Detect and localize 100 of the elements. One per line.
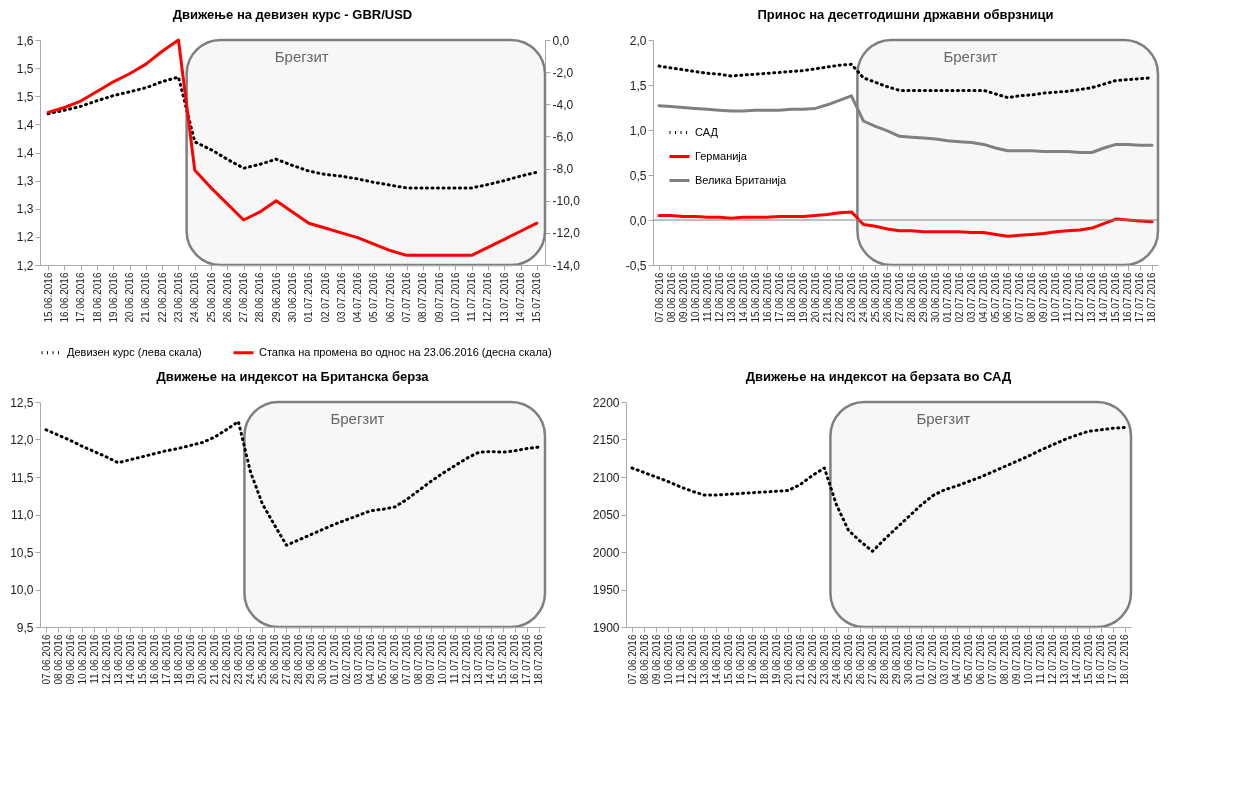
chart-title: Движење на девизен курс - GBR/USD: [172, 7, 413, 22]
x-tick-label: 09.07.2016: [1038, 272, 1050, 323]
x-tick-label: 01.07.2016: [303, 272, 315, 323]
x-tick-label: 16.07.2016: [509, 634, 521, 685]
x-tick-label: 30.06.2016: [930, 272, 942, 323]
x-tick-label: 01.07.2016: [942, 272, 954, 323]
x-tick-label: 24.06.2016: [830, 634, 842, 685]
x-tick-label: 17.06.2016: [746, 634, 758, 685]
y-tick-label: 1,6: [16, 33, 34, 48]
x-tick-label: 26.06.2016: [881, 272, 893, 323]
x-tick-label: 18.07.2016: [533, 634, 545, 685]
y-tick-label: 1,4: [16, 146, 34, 160]
x-tick-label: 20.06.2016: [124, 272, 136, 323]
y-tick-label: 1,4: [16, 117, 34, 132]
x-tick-label: 10.06.2016: [689, 272, 701, 323]
y-tick-label: 1,3: [16, 174, 34, 189]
x-tick-label: 21.06.2016: [140, 272, 152, 323]
x-tick-label: 24.06.2016: [857, 272, 869, 323]
x-tick-label: 10.07.2016: [1050, 272, 1062, 323]
x-tick-label: 05.07.2016: [368, 272, 380, 323]
x-tick-label: 04.07.2016: [365, 634, 377, 685]
x-tick-label: 09.06.2016: [677, 272, 689, 323]
x-tick-label: 16.06.2016: [734, 634, 746, 685]
x-tick-label: 26.06.2016: [854, 634, 866, 685]
y-tick-label: 2200: [592, 395, 620, 410]
x-tick-label: 13.07.2016: [1086, 272, 1098, 323]
x-tick-label: 29.06.2016: [891, 634, 903, 685]
x-tick-label: 07.06.2016: [40, 634, 52, 685]
x-tick-label: 23.06.2016: [818, 634, 830, 685]
x-tick-label: 03.07.2016: [939, 634, 951, 685]
x-tick-label: 20.06.2016: [782, 634, 794, 685]
legend-label: Стапка на промена во однос на 23.06.2016 (десна скала): [259, 345, 552, 358]
y-tick-label: 1,5: [629, 78, 647, 93]
y2-tick-label: -10,0: [552, 194, 581, 209]
x-tick-label: 18.06.2016: [172, 634, 184, 685]
x-tick-label: 13.07.2016: [473, 634, 485, 685]
x-tick-label: 18.06.2016: [785, 272, 797, 323]
x-tick-label: 28.06.2016: [906, 272, 918, 323]
x-tick-label: 30.06.2016: [903, 634, 915, 685]
x-tick-label: 15.06.2016: [136, 634, 148, 685]
y-tick-label: 12,5: [10, 395, 34, 410]
x-tick-label: 09.06.2016: [650, 634, 662, 685]
x-tick-label: 20.06.2016: [196, 634, 208, 685]
y-tick-label: 1950: [592, 583, 620, 597]
x-tick-label: 09.07.2016: [433, 272, 445, 323]
x-tick-label: 10.07.2016: [449, 272, 461, 323]
x-tick-label: 15.07.2016: [1083, 634, 1095, 685]
x-tick-label: 07.07.2016: [1014, 272, 1026, 323]
x-tick-label: 18.07.2016: [1119, 634, 1131, 685]
x-tick-label: 07.07.2016: [987, 634, 999, 685]
y-tick-label: 10,0: [10, 583, 34, 597]
line-series: [46, 75, 539, 190]
band-label: Брегзит: [943, 48, 998, 65]
y-tick-label: 1,5: [16, 89, 34, 104]
band-label: Брегзит: [274, 48, 329, 65]
y-tick-label: 2050: [592, 508, 620, 522]
x-tick-label: 14.06.2016: [737, 272, 749, 323]
x-tick-label: 07.06.2016: [626, 634, 638, 685]
x-tick-label: 12.06.2016: [686, 634, 698, 685]
x-tick-label: 13.06.2016: [112, 634, 124, 685]
y-tick-label: 0,5: [629, 168, 647, 183]
x-tick-label: 06.07.2016: [975, 634, 987, 685]
x-tick-label: 22.06.2016: [833, 272, 845, 323]
x-tick-label: 16.06.2016: [148, 634, 160, 685]
x-tick-label: 04.07.2016: [978, 272, 990, 323]
x-tick-label: 19.06.2016: [107, 272, 119, 323]
x-tick-label: 11.07.2016: [449, 634, 461, 684]
x-tick-label: 22.06.2016: [806, 634, 818, 685]
x-tick-label: 11.06.2016: [674, 634, 686, 684]
x-tick-label: 07.06.2016: [653, 272, 665, 323]
x-tick-label: 19.06.2016: [184, 634, 196, 685]
x-tick-label: 14.07.2016: [485, 634, 497, 685]
x-tick-label: 16.06.2016: [58, 272, 70, 323]
x-tick-label: 15.07.2016: [531, 272, 543, 323]
x-tick-label: 25.06.2016: [842, 634, 854, 685]
y-tick-label: -0,5: [625, 258, 647, 273]
y-tick-label: 0,0: [629, 213, 647, 228]
x-tick-label: 18.06.2016: [91, 272, 103, 323]
x-tick-label: 17.07.2016: [521, 634, 533, 685]
x-tick-label: 11.06.2016: [701, 272, 713, 322]
y2-tick-label: -14,0: [552, 258, 581, 273]
y2-tick-label: -8,0: [552, 162, 574, 177]
x-tick-label: 11.06.2016: [88, 634, 100, 684]
x-tick-label: 12.06.2016: [713, 272, 725, 323]
x-tick-label: 02.07.2016: [927, 634, 939, 685]
y-tick-label: 1,3: [16, 202, 34, 217]
legend-label: Велика Британија: [695, 173, 788, 186]
x-tick-label: 16.07.2016: [1122, 272, 1134, 323]
x-tick-label: 14.07.2016: [1071, 634, 1083, 685]
x-tick-label: 29.06.2016: [305, 634, 317, 685]
y-tick-label: 10,5: [10, 545, 34, 560]
x-tick-label: 20.06.2016: [809, 272, 821, 323]
y-tick-label: 1,0: [629, 123, 647, 138]
x-tick-label: 30.06.2016: [287, 272, 298, 323]
y-tick-label: 2100: [592, 470, 620, 485]
x-tick-label: 02.07.2016: [954, 272, 966, 323]
legend-label: САД: [695, 125, 719, 138]
x-tick-label: 27.06.2016: [893, 272, 905, 323]
x-tick-label: 24.06.2016: [244, 634, 256, 685]
x-tick-label: 07.07.2016: [401, 634, 413, 685]
